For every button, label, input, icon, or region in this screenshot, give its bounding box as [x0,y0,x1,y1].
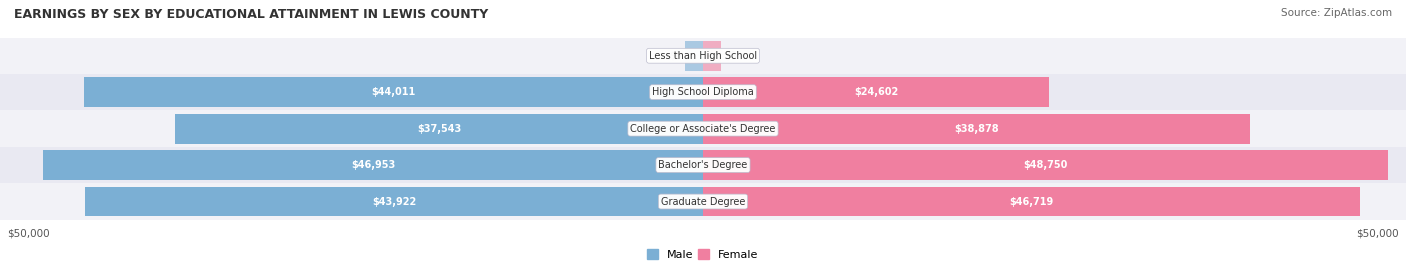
Text: $50,000: $50,000 [7,228,49,238]
Bar [703,77,1049,107]
Bar [42,150,703,180]
Text: Bachelor's Degree: Bachelor's Degree [658,160,748,170]
Text: Graduate Degree: Graduate Degree [661,196,745,207]
Bar [703,187,1360,217]
Text: College or Associate's Degree: College or Associate's Degree [630,124,776,134]
Text: Less than High School: Less than High School [650,51,756,61]
Bar [176,114,703,144]
Text: $38,878: $38,878 [955,124,998,134]
Text: $48,750: $48,750 [1024,160,1069,170]
Legend: Male, Female: Male, Female [647,249,759,260]
Bar [686,41,703,71]
Text: EARNINGS BY SEX BY EDUCATIONAL ATTAINMENT IN LEWIS COUNTY: EARNINGS BY SEX BY EDUCATIONAL ATTAINMEN… [14,8,488,21]
Text: $46,719: $46,719 [1010,196,1053,207]
Text: $43,922: $43,922 [373,196,416,207]
Bar [0,38,1406,74]
Text: Source: ZipAtlas.com: Source: ZipAtlas.com [1281,8,1392,18]
Bar [703,114,1250,144]
Bar [703,150,1389,180]
Text: High School Diploma: High School Diploma [652,87,754,97]
Text: $24,602: $24,602 [853,87,898,97]
Text: $37,543: $37,543 [418,124,461,134]
Text: $0: $0 [669,51,682,61]
Text: $44,011: $44,011 [371,87,416,97]
Bar [0,110,1406,147]
Text: $46,953: $46,953 [350,160,395,170]
Text: $0: $0 [724,51,737,61]
Bar [703,41,721,71]
Bar [84,77,703,107]
Text: $50,000: $50,000 [1357,228,1399,238]
Bar [0,74,1406,110]
Bar [0,147,1406,183]
Bar [0,183,1406,220]
Bar [86,187,703,217]
